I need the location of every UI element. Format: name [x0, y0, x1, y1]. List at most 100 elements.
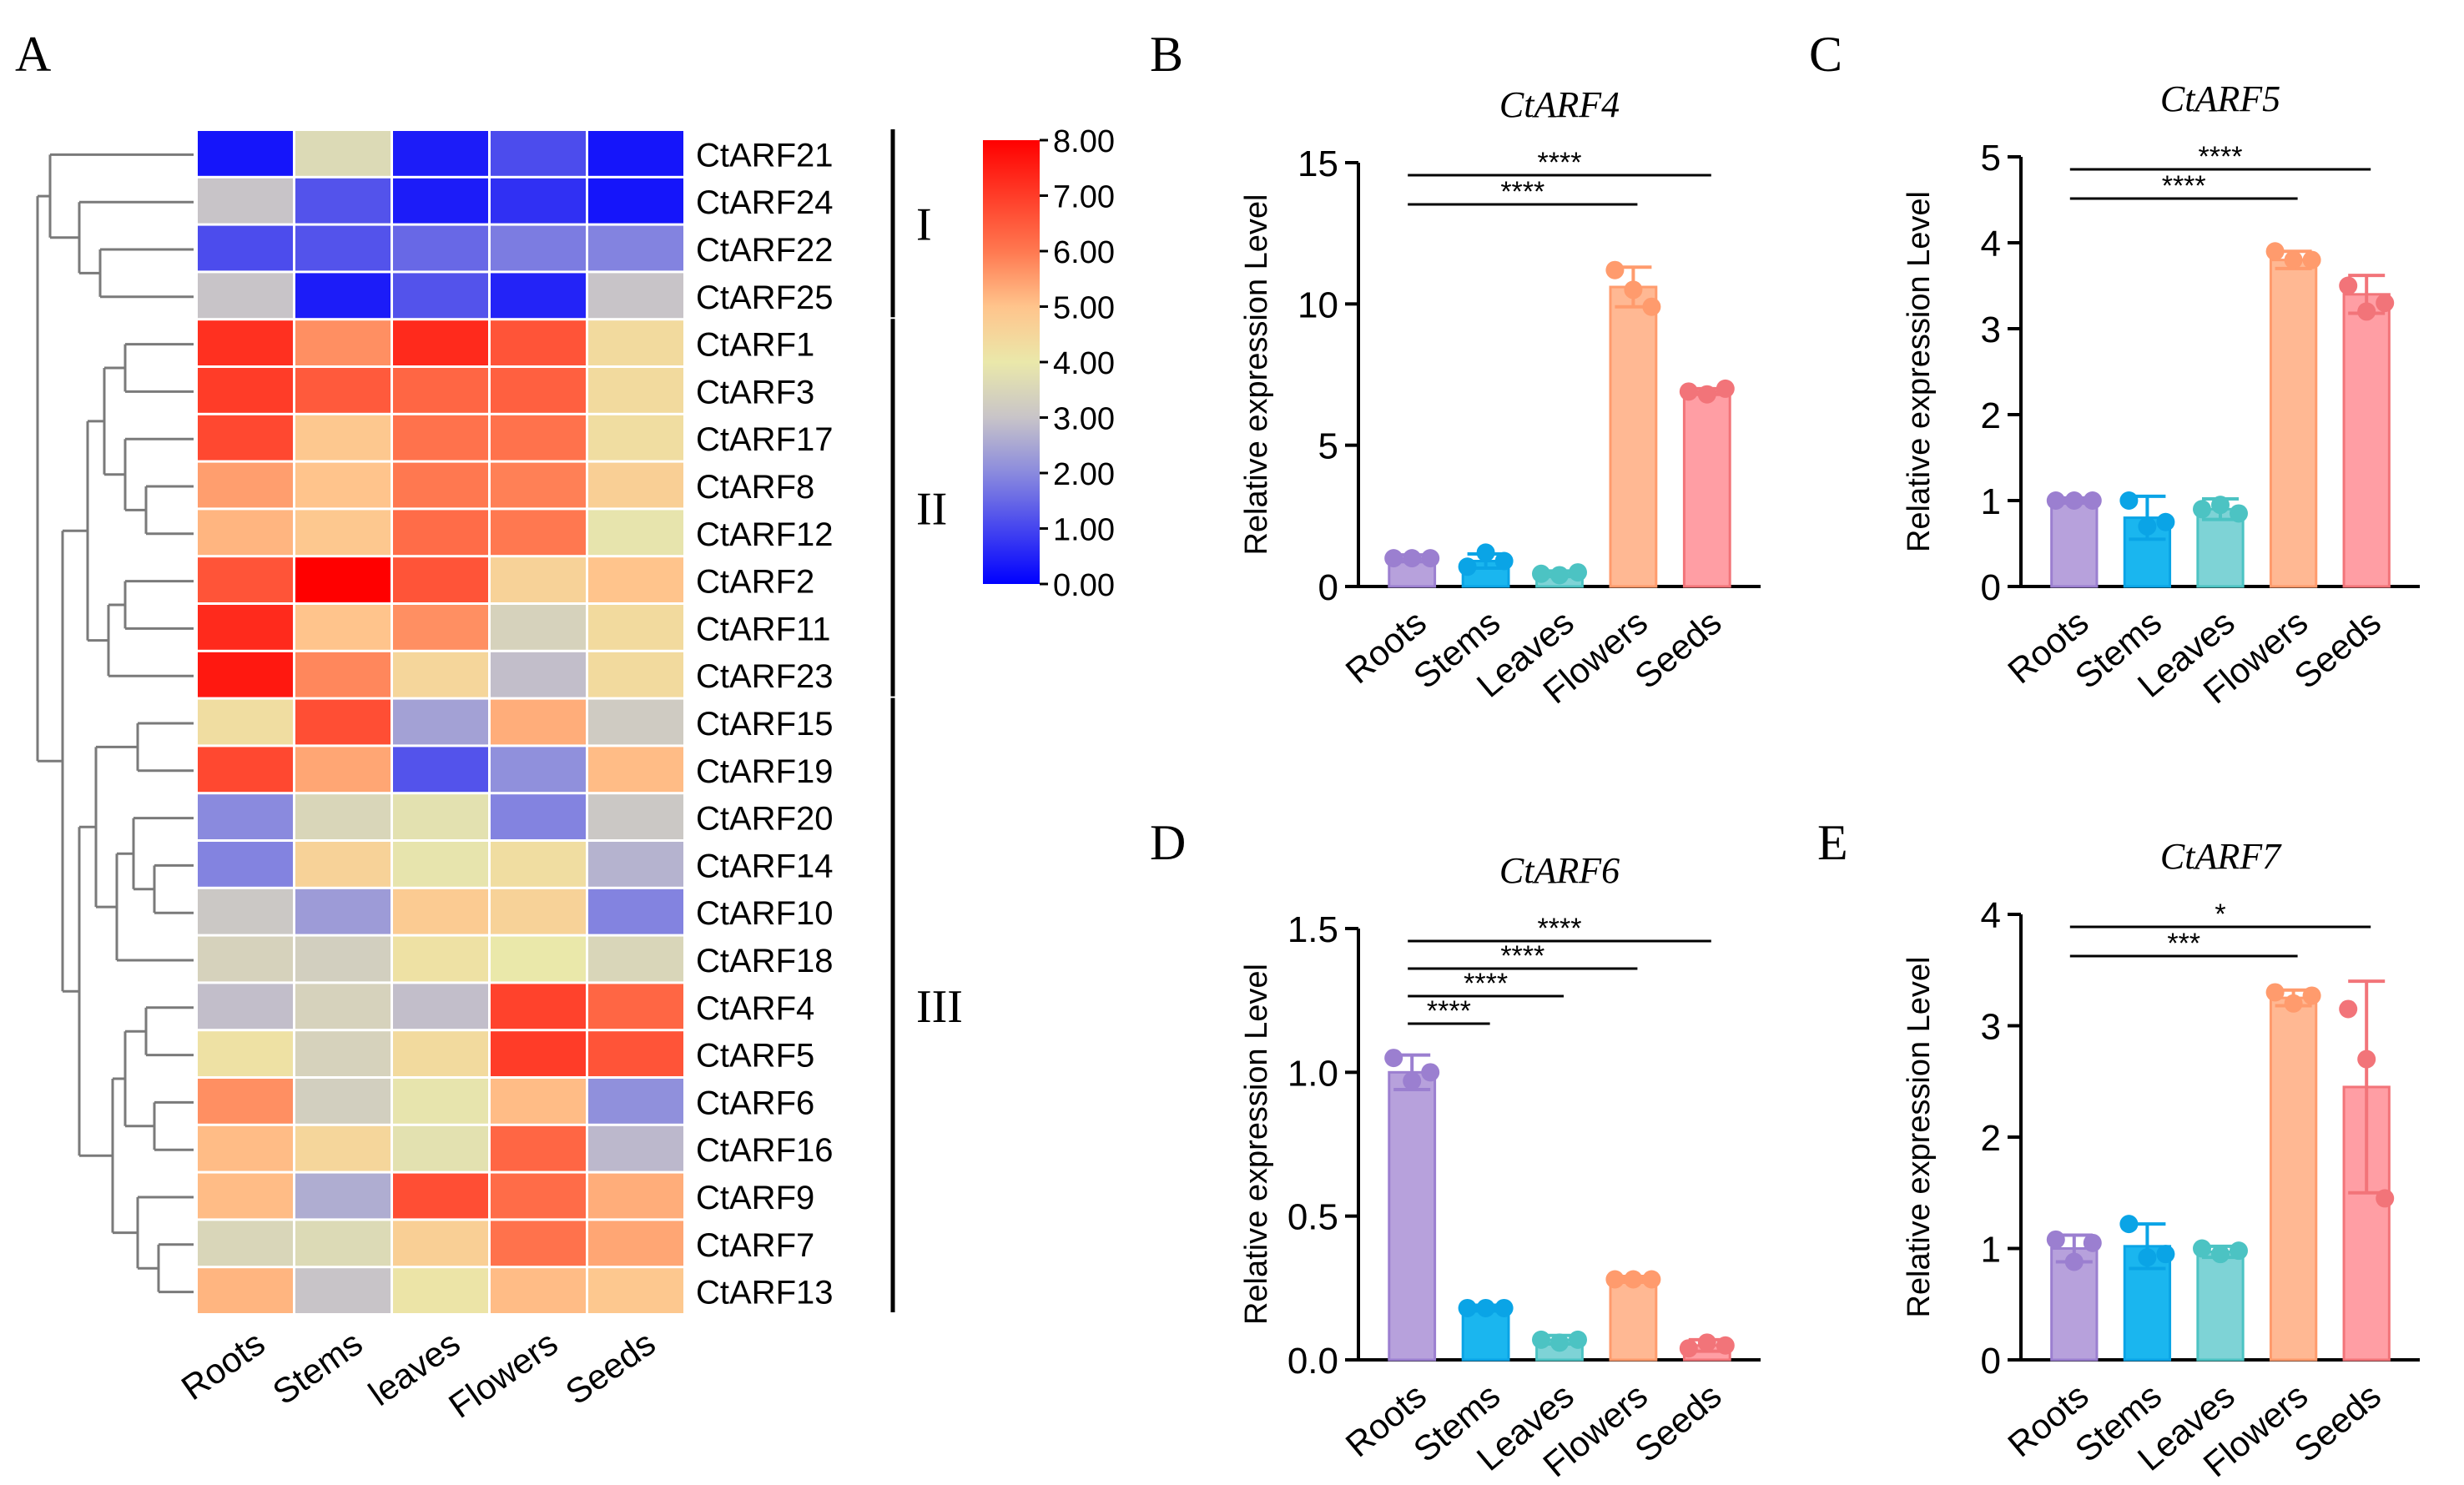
heatmap-row-label-ctarf24: CtARF24 — [696, 184, 834, 221]
panel-label-e: E — [1817, 815, 1848, 870]
chart-c-x-tick-label-seeds: Seeds — [2287, 602, 2388, 697]
chart-c-y-tick-label: 1 — [1981, 481, 2001, 522]
heatmap-cell-ctarf3-seeds — [588, 368, 683, 413]
panel-label-c: C — [1809, 27, 1842, 82]
heatmap-col-label-seeds: Seeds — [558, 1323, 663, 1412]
heatmap-cell-ctarf19-stems — [295, 747, 391, 793]
heatmap-row-label-ctarf11: CtARF11 — [696, 611, 831, 647]
heatmap-cell-ctarf13-stems — [295, 1268, 391, 1313]
heatmap-cell-ctarf21-seeds — [588, 131, 683, 176]
chart-c-title: CtARF5 — [2160, 78, 2280, 119]
heatmap-cell-ctarf5-seeds — [588, 1031, 683, 1076]
heatmap-cell-ctarf12-seeds — [588, 510, 683, 556]
heatmap-cell-ctarf10-roots — [198, 888, 293, 934]
chart-e-data-point — [2193, 1239, 2211, 1258]
heatmap-cell-ctarf6-seeds — [588, 1079, 683, 1124]
chart-d-data-point — [1679, 1339, 1698, 1358]
heatmap-cell-ctarf24-stems — [295, 178, 391, 224]
heatmap-cell-ctarf4-leaves — [393, 984, 488, 1029]
heatmap-cell-ctarf9-stems — [295, 1173, 391, 1219]
chart-e-y-tick-label: 3 — [1981, 1007, 2001, 1048]
heatmap-cell-ctarf20-stems — [295, 794, 391, 839]
heatmap-cell-ctarf1-roots — [198, 320, 293, 365]
heatmap-cell-ctarf23-flowers — [491, 652, 586, 697]
chart-b-data-point — [1642, 297, 1661, 316]
heatmap-row-label-ctarf16: CtARF16 — [696, 1132, 834, 1169]
chart-d-title: CtARF6 — [1499, 850, 1620, 891]
chart-c-y-tick-label: 3 — [1981, 310, 2001, 350]
chart-e-x-tick-label-seeds: Seeds — [2287, 1376, 2388, 1470]
chart-d-data-point — [1569, 1330, 1587, 1349]
chart-e-y-axis-label: Relative expression Level — [1902, 956, 1937, 1317]
chart-c-data-point — [2119, 491, 2139, 510]
heatmap-cell-ctarf17-flowers — [491, 415, 586, 461]
heatmap-cell-ctarf19-leaves — [393, 747, 488, 793]
chart-d-significance-label: **** — [1464, 968, 1508, 999]
heatmap-cell-ctarf7-stems — [295, 1221, 391, 1266]
chart-c-data-point — [2302, 250, 2321, 269]
heatmap-cell-ctarf12-roots — [198, 510, 293, 556]
heatmap-cell-ctarf20-roots — [198, 794, 293, 839]
heatmap-row-label-ctarf15: CtARF15 — [696, 706, 834, 742]
chart-b-x-tick-label-seeds: Seeds — [1627, 602, 1728, 697]
chart-c-data-point — [2156, 512, 2175, 531]
chart-d-data-point — [1716, 1336, 1735, 1355]
heatmap-row-label-ctarf25: CtARF25 — [696, 279, 834, 316]
scale-label-0-00: 0.00 — [1053, 568, 1115, 603]
heatmap-cell-ctarf9-seeds — [588, 1173, 683, 1219]
chart-e-data-point — [2302, 986, 2321, 1005]
heatmap-cell-ctarf3-leaves — [393, 368, 488, 413]
heatmap-cell-ctarf24-flowers — [491, 178, 586, 224]
heatmap-cell-ctarf22-stems — [295, 225, 391, 271]
heatmap-row-label-ctarf5: CtARF5 — [696, 1038, 814, 1075]
chart-c-significance-label: **** — [2199, 141, 2243, 173]
heatmap-cell-ctarf25-leaves — [393, 273, 488, 319]
chart-b-data-point — [1624, 280, 1643, 300]
scale-label-6-00: 6.00 — [1053, 235, 1115, 270]
chart-c-data-point — [2083, 491, 2102, 510]
heatmap-cell-ctarf3-flowers — [491, 368, 586, 413]
heatmap-cell-ctarf4-seeds — [588, 984, 683, 1029]
heatmap-panel: CtARF21 CtARF24 CtARF22 CtARF25 CtARF1 CtARF3… — [36, 124, 1115, 1426]
heatmap-cell-ctarf7-flowers — [491, 1221, 586, 1266]
heatmap-cell-ctarf15-leaves — [393, 699, 488, 745]
chart-c-data-point — [2138, 516, 2157, 536]
heatmap-cell-ctarf16-roots — [198, 1125, 293, 1171]
heatmap-cell-ctarf8-roots — [198, 462, 293, 508]
panel-label-a: A — [15, 27, 51, 82]
heatmap-cell-ctarf7-leaves — [393, 1221, 488, 1266]
heatmap-cell-ctarf14-stems — [295, 842, 391, 887]
chart-c-significance-label: **** — [2162, 170, 2206, 202]
heatmap-cell-ctarf11-flowers — [491, 605, 586, 650]
chart-b-data-point — [1532, 564, 1550, 583]
heatmap-cell-ctarf8-leaves — [393, 462, 488, 508]
heatmap-cell-ctarf2-roots — [198, 557, 293, 602]
chart-d-data-point — [1476, 1298, 1495, 1317]
chart-b-y-tick-label: 15 — [1298, 143, 1338, 184]
heatmap-cell-ctarf22-leaves — [393, 225, 488, 271]
heatmap-cell-ctarf18-flowers — [491, 936, 586, 982]
chart-d-data-point — [1624, 1270, 1643, 1289]
chart-d-significance-label: **** — [1538, 913, 1582, 944]
heatmap-cell-ctarf2-seeds — [588, 557, 683, 602]
heatmap-cell-ctarf22-roots — [198, 225, 293, 271]
heatmap-cell-ctarf10-leaves — [393, 888, 488, 934]
chart-d-data-point — [1642, 1270, 1661, 1289]
chart-c-bar-flowers — [2269, 259, 2318, 588]
color-scale-bar — [983, 140, 1040, 584]
chart-d-data-point — [1697, 1333, 1716, 1352]
chart-c-data-point — [2284, 250, 2303, 269]
heatmap-cell-ctarf24-leaves — [393, 178, 488, 224]
heatmap-cell-ctarf19-seeds — [588, 747, 683, 793]
chart-b-significance-label: **** — [1538, 147, 1582, 179]
chart-d-y-tick-label: 1.0 — [1287, 1053, 1338, 1094]
scale-label-2-00: 2.00 — [1053, 457, 1115, 492]
heatmap-cell-ctarf1-flowers — [491, 320, 586, 365]
bar-chart-ctarf6: CtARF6 0.0 0.5 1.0 1.5 Relative expression Le… — [1239, 850, 1761, 1484]
heatmap-row-label-ctarf1: CtARF1 — [696, 327, 814, 364]
heatmap-row-label-ctarf22: CtARF22 — [696, 232, 834, 269]
chart-e-y-tick-label: 2 — [1981, 1118, 2001, 1159]
heatmap-cell-ctarf4-roots — [198, 984, 293, 1029]
